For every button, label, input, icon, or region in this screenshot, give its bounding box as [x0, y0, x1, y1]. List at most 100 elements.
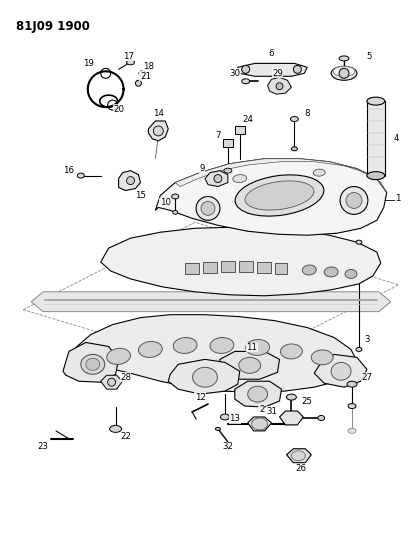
Polygon shape — [238, 63, 307, 76]
Ellipse shape — [173, 211, 178, 214]
Text: 14: 14 — [153, 109, 164, 118]
Bar — [203, 262, 217, 273]
Text: 2: 2 — [259, 405, 264, 414]
Bar — [223, 139, 233, 147]
Ellipse shape — [220, 414, 229, 420]
Circle shape — [276, 83, 283, 90]
Text: 15: 15 — [135, 191, 146, 200]
Text: 10: 10 — [160, 198, 171, 207]
Ellipse shape — [331, 67, 357, 80]
Text: 11: 11 — [246, 343, 257, 352]
Text: 8: 8 — [305, 109, 310, 118]
Bar — [275, 263, 287, 274]
Ellipse shape — [333, 67, 355, 76]
Ellipse shape — [233, 175, 247, 183]
Circle shape — [293, 66, 301, 74]
Polygon shape — [235, 381, 282, 407]
Text: 23: 23 — [37, 442, 48, 451]
Text: 18: 18 — [143, 62, 154, 71]
Ellipse shape — [235, 175, 324, 216]
Ellipse shape — [193, 367, 217, 387]
Text: 6: 6 — [269, 49, 274, 58]
Ellipse shape — [367, 97, 385, 105]
Polygon shape — [286, 449, 311, 463]
Ellipse shape — [210, 337, 234, 353]
Text: 20: 20 — [113, 104, 124, 114]
Ellipse shape — [291, 147, 298, 151]
Ellipse shape — [367, 172, 385, 180]
Text: 24: 24 — [242, 115, 253, 124]
Circle shape — [201, 201, 215, 215]
Ellipse shape — [345, 270, 357, 278]
Ellipse shape — [347, 381, 357, 387]
Ellipse shape — [215, 427, 220, 430]
Text: 28: 28 — [120, 373, 131, 382]
Text: 21: 21 — [140, 72, 151, 81]
Ellipse shape — [356, 348, 362, 351]
Polygon shape — [279, 411, 303, 425]
Text: 22: 22 — [120, 432, 131, 441]
Bar — [239, 261, 253, 272]
Circle shape — [214, 175, 222, 183]
Ellipse shape — [291, 451, 305, 461]
Text: 16: 16 — [63, 166, 74, 175]
Text: 30: 30 — [229, 69, 240, 78]
Ellipse shape — [318, 416, 325, 421]
Ellipse shape — [139, 71, 146, 76]
Ellipse shape — [324, 267, 338, 277]
Ellipse shape — [291, 117, 298, 122]
Polygon shape — [175, 159, 387, 192]
Ellipse shape — [286, 394, 296, 400]
Circle shape — [108, 378, 115, 386]
Text: 81J09 1900: 81J09 1900 — [16, 20, 90, 33]
Ellipse shape — [252, 418, 268, 430]
Bar — [185, 263, 199, 274]
Polygon shape — [148, 121, 168, 141]
Text: 31: 31 — [266, 407, 277, 416]
Ellipse shape — [86, 358, 100, 370]
Ellipse shape — [348, 403, 356, 408]
Polygon shape — [205, 171, 228, 187]
Polygon shape — [314, 354, 367, 387]
Ellipse shape — [172, 194, 179, 199]
Polygon shape — [69, 314, 357, 392]
Ellipse shape — [139, 342, 162, 358]
Text: 12: 12 — [194, 393, 206, 401]
Circle shape — [196, 197, 220, 220]
Text: 9: 9 — [199, 164, 205, 173]
Polygon shape — [119, 171, 141, 190]
Circle shape — [136, 80, 141, 86]
Text: 13: 13 — [229, 415, 240, 423]
Ellipse shape — [311, 350, 333, 365]
Polygon shape — [268, 77, 291, 94]
Polygon shape — [248, 417, 272, 431]
Polygon shape — [155, 159, 387, 235]
Ellipse shape — [339, 56, 349, 61]
Polygon shape — [31, 292, 391, 312]
Polygon shape — [63, 343, 119, 382]
Ellipse shape — [245, 181, 314, 210]
Circle shape — [242, 66, 250, 74]
Ellipse shape — [356, 240, 362, 244]
Ellipse shape — [248, 386, 268, 402]
Ellipse shape — [81, 354, 105, 374]
Text: 1: 1 — [395, 194, 400, 203]
Text: 4: 4 — [394, 134, 399, 143]
Bar — [367, 101, 385, 175]
Ellipse shape — [242, 79, 250, 84]
Circle shape — [346, 192, 362, 208]
Text: 26: 26 — [296, 464, 307, 473]
Text: 3: 3 — [364, 335, 369, 344]
Ellipse shape — [173, 337, 197, 353]
Text: 19: 19 — [83, 59, 94, 68]
Text: 17: 17 — [123, 52, 134, 61]
Text: 27: 27 — [361, 373, 372, 382]
Polygon shape — [220, 351, 279, 379]
Circle shape — [153, 126, 163, 136]
Polygon shape — [101, 227, 381, 296]
Bar — [256, 262, 270, 273]
Ellipse shape — [246, 340, 270, 356]
Ellipse shape — [110, 425, 122, 432]
Text: 7: 7 — [215, 132, 221, 140]
Ellipse shape — [313, 169, 325, 176]
